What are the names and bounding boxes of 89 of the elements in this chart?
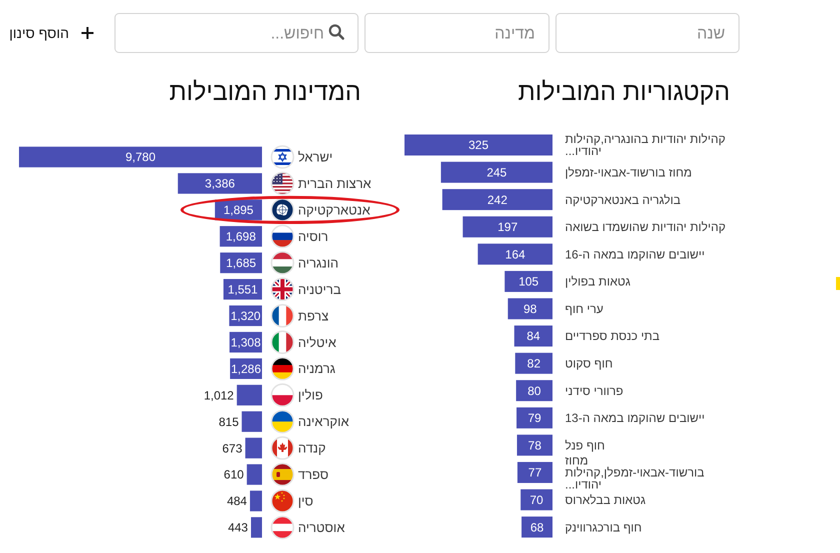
bar <box>242 411 262 432</box>
bar <box>250 490 262 512</box>
text: שנה <box>696 26 725 43</box>
data-label: 484 <box>226 494 248 508</box>
bar <box>515 352 552 374</box>
bar <box>250 517 262 538</box>
y-tick-label: ערי חוף <box>565 302 604 316</box>
data-label: 164 <box>505 247 526 262</box>
y-tick-label: קהילות יהודיות שהושמדו בשואה <box>565 220 726 234</box>
data-label: 84 <box>526 329 540 344</box>
y-tick-label: חוף בורכגרווינק <box>565 520 642 534</box>
data-label: 443 <box>228 520 248 535</box>
data-label: 610 <box>224 468 244 482</box>
bar <box>440 162 552 183</box>
data-label: 1,012 <box>204 388 234 402</box>
bar <box>516 434 552 456</box>
data-label: 82 <box>527 356 541 371</box>
data-label: 1,286 <box>231 362 262 376</box>
text: מדינה <box>494 26 535 43</box>
y-tick-label: סין <box>298 494 314 509</box>
data-label: 245 <box>486 165 508 180</box>
bar <box>504 270 552 292</box>
text: הקטגוריות המובילות <box>518 78 730 106</box>
y-tick-label: קהילות יהודיות בהונגריה,קהילות יהודיו... <box>565 132 726 158</box>
bar <box>508 298 552 320</box>
data-label: 242 <box>487 192 508 207</box>
y-tick-label: מחוז בורשוד-אבאוי-זמפלן,קהילות יהודיו... <box>565 454 704 492</box>
data-label: 9,780 <box>125 150 156 164</box>
y-tick-label: בריטניה <box>298 282 342 297</box>
data-label: 673 <box>222 441 243 456</box>
data-label: 1,551 <box>228 282 258 296</box>
y-tick-label: בולגריה באנטארקטיקה <box>565 192 681 207</box>
text: חיפוש... <box>270 26 324 43</box>
chart-title: המדינות המובילות <box>169 78 361 106</box>
data-label: 77 <box>528 466 542 480</box>
bar <box>517 462 552 483</box>
y-tick-label: הונגריה <box>298 255 338 270</box>
data-label: 1,895 <box>223 203 254 218</box>
y-tick-label: גרמניה <box>298 361 336 376</box>
data-label: 1,685 <box>226 256 256 270</box>
data-label: 197 <box>498 220 518 234</box>
bar <box>520 489 552 510</box>
bar <box>442 189 552 210</box>
data-label: 815 <box>218 414 240 429</box>
data-label: 70 <box>530 492 544 507</box>
bar <box>522 516 552 538</box>
data-label: 98 <box>524 302 538 316</box>
data-label: 3,386 <box>204 176 236 191</box>
bar <box>245 438 262 458</box>
y-tick-label: אוסטריה <box>298 520 345 535</box>
y-tick-label: איטליה <box>298 334 336 350</box>
bar <box>404 134 552 156</box>
y-tick-label: גטאות בפולין <box>565 274 630 289</box>
y-tick-label: גטאות בבלארוס <box>565 492 646 507</box>
data-label: 1,698 <box>226 230 256 244</box>
y-tick-label: ספרד <box>298 467 328 482</box>
y-tick-label: יישובים שהוקמו במאה ה-16 <box>565 247 705 262</box>
data-label: 80 <box>528 384 542 398</box>
data-label: 1,308 <box>230 335 262 350</box>
bar <box>514 326 552 347</box>
data-label: 325 <box>468 138 489 152</box>
data-label: 1,320 <box>230 308 261 323</box>
y-tick-label: אנטארקטיקה <box>298 202 370 218</box>
y-tick-label: אוקראינה <box>298 414 349 430</box>
y-tick-label: יישובים שהוקמו במאה ה-13 <box>565 411 705 426</box>
y-tick-label: מחוז בורשוד-אבאוי-זמפלן <box>565 165 692 180</box>
bar <box>19 146 262 168</box>
data-label: 105 <box>518 274 539 289</box>
bar <box>246 464 262 485</box>
text: הוסף סינון <box>9 24 69 41</box>
bar <box>236 384 262 406</box>
data-label: 78 <box>528 438 542 452</box>
bar <box>478 244 552 265</box>
y-tick-label: פולין <box>298 388 324 403</box>
bar <box>178 173 262 194</box>
y-tick-label: רוסיה <box>298 228 328 244</box>
y-tick-label: קנדה <box>298 440 326 456</box>
bar <box>462 216 552 238</box>
y-tick-label: חוף פנל <box>565 438 605 452</box>
bar <box>516 380 552 402</box>
data-label: 68 <box>530 520 544 534</box>
y-tick-label: בתי כנסת ספרדיים <box>565 329 660 344</box>
y-tick-label: פרוורי סידני <box>565 384 624 398</box>
data-label: 79 <box>528 411 542 426</box>
y-tick-label: ארצות הברית <box>298 176 372 192</box>
bar <box>516 407 552 428</box>
y-tick-label: ישראל <box>298 150 333 165</box>
y-tick-label: צרפת <box>298 308 329 324</box>
y-tick-label: חוף סקוט <box>565 356 613 371</box>
